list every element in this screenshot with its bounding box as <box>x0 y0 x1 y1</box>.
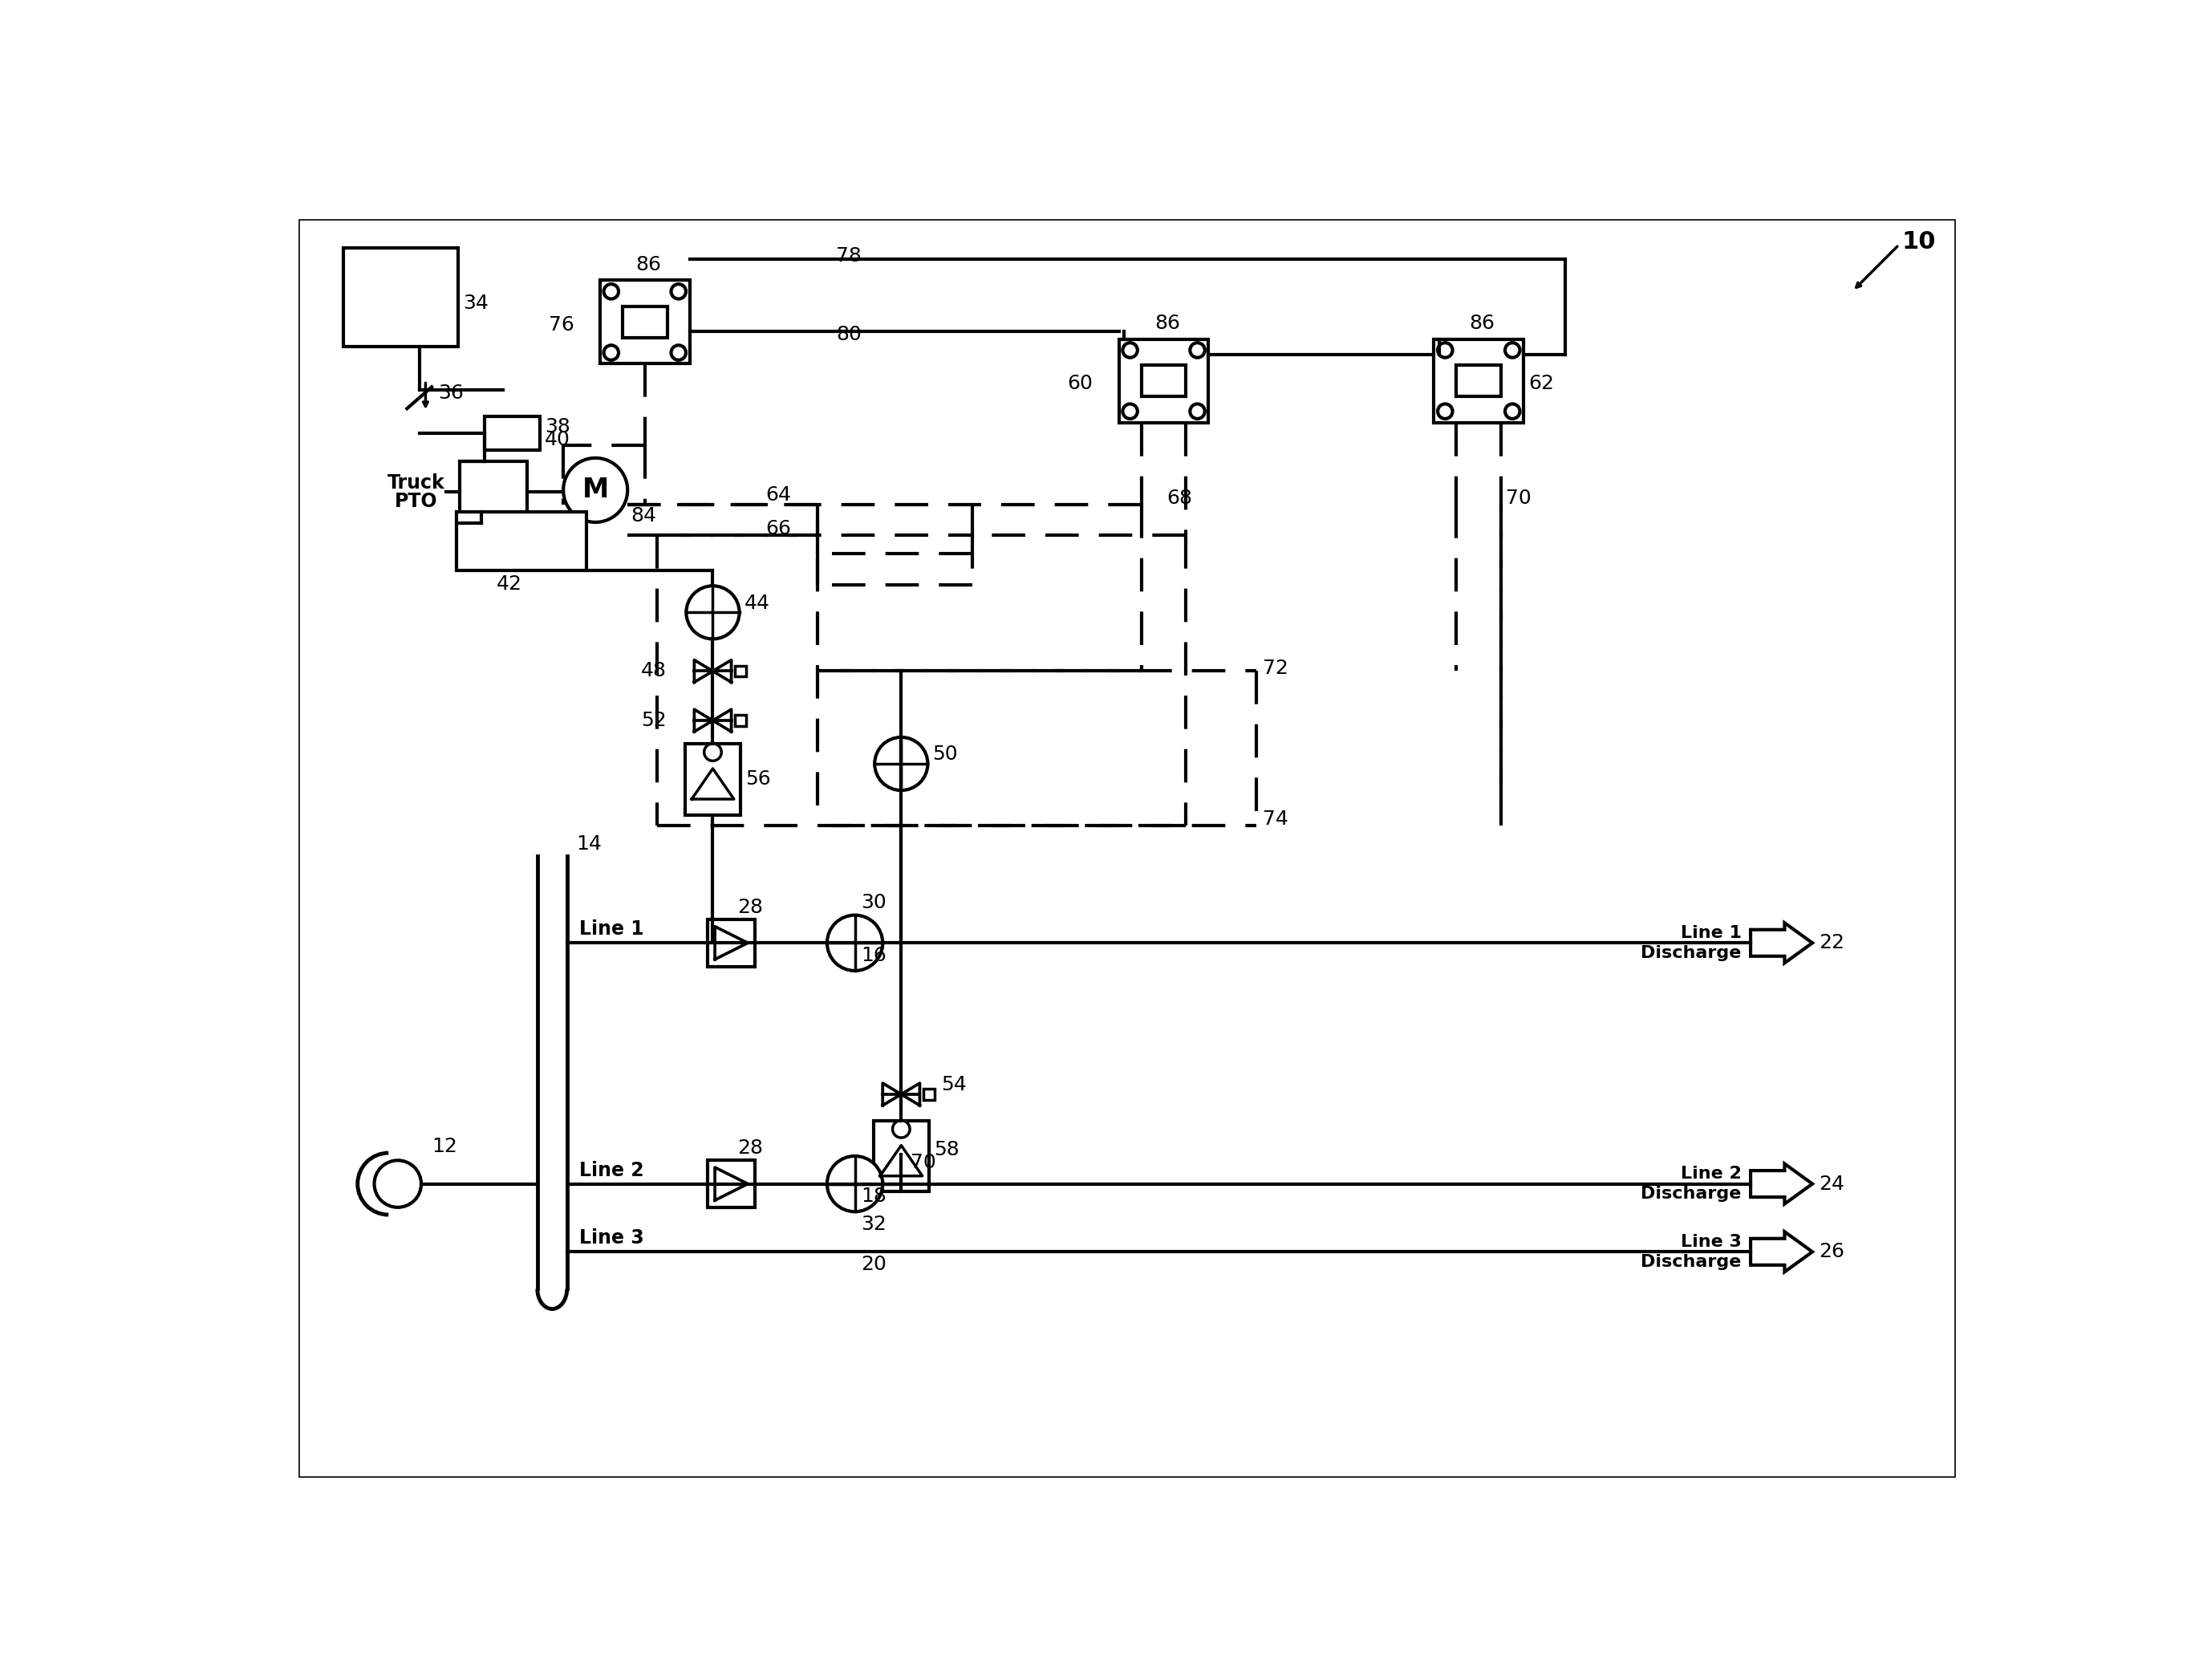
Text: 70: 70 <box>1506 489 1531 507</box>
Text: 40: 40 <box>545 430 570 449</box>
Bar <box>622 306 666 338</box>
Text: 20: 20 <box>862 1255 886 1273</box>
Bar <box>686 744 741 815</box>
Text: 74: 74 <box>1262 810 1289 828</box>
Circle shape <box>1504 343 1520 358</box>
Circle shape <box>671 344 686 360</box>
Bar <box>1119 339 1209 422</box>
Bar <box>460 460 528 522</box>
Circle shape <box>1124 343 1137 358</box>
Text: Line 2: Line 2 <box>578 1161 644 1179</box>
Bar <box>1141 365 1185 396</box>
Circle shape <box>827 1156 882 1211</box>
Text: 14: 14 <box>576 835 603 853</box>
Bar <box>734 716 745 726</box>
Text: 78: 78 <box>836 245 862 265</box>
Polygon shape <box>1750 1164 1812 1205</box>
Circle shape <box>1438 343 1454 358</box>
Text: 32: 32 <box>862 1215 886 1233</box>
Text: 64: 64 <box>765 486 792 504</box>
Text: 66: 66 <box>765 519 792 539</box>
Circle shape <box>1438 403 1454 418</box>
Text: 80: 80 <box>836 324 862 344</box>
Circle shape <box>704 744 721 761</box>
Text: 34: 34 <box>464 294 488 312</box>
Circle shape <box>374 1161 422 1208</box>
Circle shape <box>671 284 686 299</box>
Circle shape <box>1190 343 1205 358</box>
Circle shape <box>875 738 928 790</box>
Text: 42: 42 <box>497 575 521 595</box>
Text: 72: 72 <box>1262 659 1289 677</box>
Text: 50: 50 <box>932 744 959 764</box>
Text: Truck: Truck <box>387 474 444 492</box>
Text: Line 1: Line 1 <box>1680 926 1742 941</box>
Text: 84: 84 <box>631 506 655 526</box>
Circle shape <box>1190 403 1205 418</box>
Bar <box>924 1089 935 1100</box>
Bar <box>484 417 539 450</box>
Text: 12: 12 <box>431 1137 457 1156</box>
Bar <box>343 249 457 346</box>
Text: 28: 28 <box>737 897 763 917</box>
Text: 24: 24 <box>1819 1174 1845 1193</box>
Text: Line 3: Line 3 <box>578 1228 644 1248</box>
Text: 10: 10 <box>1902 230 1935 254</box>
Text: 36: 36 <box>438 383 464 403</box>
Text: 60: 60 <box>1067 375 1093 393</box>
Text: 56: 56 <box>745 769 772 790</box>
Bar <box>708 1161 754 1208</box>
Circle shape <box>563 459 627 522</box>
Text: 48: 48 <box>640 662 666 680</box>
Text: Line 2: Line 2 <box>1680 1166 1742 1183</box>
Text: 44: 44 <box>743 593 770 613</box>
Bar <box>1456 365 1502 396</box>
Text: Discharge: Discharge <box>1640 944 1742 961</box>
Text: M: M <box>583 477 609 504</box>
Circle shape <box>1124 403 1137 418</box>
Polygon shape <box>1750 922 1812 963</box>
Text: 28: 28 <box>737 1139 763 1158</box>
Text: 86: 86 <box>636 255 662 274</box>
Bar <box>873 1121 928 1191</box>
Text: 52: 52 <box>640 711 666 731</box>
Circle shape <box>827 916 882 971</box>
Text: Discharge: Discharge <box>1640 1253 1742 1270</box>
Bar <box>734 665 745 677</box>
Text: 86: 86 <box>1154 314 1181 333</box>
Bar <box>708 919 754 966</box>
Text: 38: 38 <box>545 417 570 437</box>
Bar <box>457 512 587 571</box>
Text: 54: 54 <box>941 1075 968 1095</box>
Text: 68: 68 <box>1168 489 1192 507</box>
Circle shape <box>605 284 618 299</box>
Text: 70: 70 <box>910 1152 937 1173</box>
Text: 62: 62 <box>1528 375 1555 393</box>
Circle shape <box>893 1121 910 1137</box>
Bar <box>600 281 690 365</box>
Text: PTO: PTO <box>396 492 438 511</box>
Circle shape <box>1504 403 1520 418</box>
Bar <box>1434 339 1524 422</box>
Text: Line 1: Line 1 <box>578 919 644 939</box>
Text: 58: 58 <box>935 1141 959 1159</box>
Text: 86: 86 <box>1469 314 1495 333</box>
Circle shape <box>686 586 739 638</box>
Text: 30: 30 <box>862 894 886 912</box>
Polygon shape <box>1750 1231 1812 1272</box>
Circle shape <box>605 344 618 360</box>
Text: 18: 18 <box>862 1186 886 1206</box>
Text: 16: 16 <box>862 946 886 964</box>
Text: Line 3: Line 3 <box>1680 1233 1742 1250</box>
Text: 76: 76 <box>548 316 574 334</box>
Text: 26: 26 <box>1819 1242 1845 1262</box>
Text: Discharge: Discharge <box>1640 1186 1742 1201</box>
Text: 22: 22 <box>1819 934 1845 953</box>
